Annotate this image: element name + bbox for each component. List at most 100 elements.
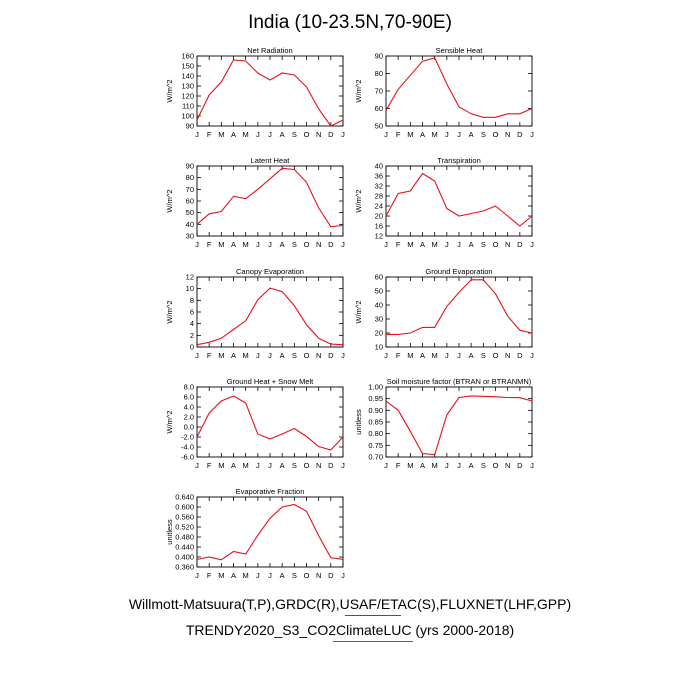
x-tick-label: A <box>231 130 236 139</box>
x-tick-label: A <box>280 130 285 139</box>
series-line <box>385 395 533 456</box>
x-tick-label: J <box>457 240 461 249</box>
y-tick-label: 150 <box>181 62 194 71</box>
x-tick-label: M <box>218 240 224 249</box>
y-tick-label: 0.360 <box>175 563 194 572</box>
x-tick-label: F <box>396 240 401 249</box>
y-tick-label: 6.0 <box>184 393 194 402</box>
x-tick-label: J <box>457 351 461 360</box>
x-tick-label: M <box>432 130 438 139</box>
x-tick-label: N <box>316 571 321 580</box>
x-tick-label: A <box>469 351 474 360</box>
y-axis-label: unitless <box>354 409 363 435</box>
x-tick-label: M <box>407 461 413 470</box>
y-tick-label: 0.0 <box>184 423 194 432</box>
x-tick-label: A <box>231 571 236 580</box>
chart-panel: Ground Heat + Snow Melt -6.0-4.0-2.00.02.… <box>165 377 345 470</box>
x-tick-label: J <box>530 461 534 470</box>
plot-frame <box>196 276 344 348</box>
y-tick-label: 0.440 <box>175 543 194 552</box>
x-tick-label: N <box>316 130 321 139</box>
x-tick-label: M <box>407 240 413 249</box>
figure-title: India (10-23.5N,70-90E) <box>248 12 452 33</box>
x-tick-label: O <box>493 351 499 360</box>
x-tick-label: O <box>304 461 310 470</box>
x-tick-label: J <box>341 461 345 470</box>
panel-title: Canopy Evaporation <box>236 267 304 276</box>
y-tick-label: 60 <box>375 273 383 282</box>
plot-frame <box>196 386 344 458</box>
x-tick-label: O <box>304 351 310 360</box>
x-tick-label: D <box>328 571 334 580</box>
y-axis-label: unitless <box>165 519 174 545</box>
y-tick-label: 60 <box>186 197 194 206</box>
y-tick-label: 0.85 <box>368 418 383 427</box>
x-tick-label: S <box>292 130 297 139</box>
y-tick-label: 2.0 <box>184 413 194 422</box>
y-tick-label: 80 <box>186 173 194 182</box>
x-tick-label: D <box>517 461 523 470</box>
y-tick-label: 0.95 <box>368 394 383 403</box>
y-tick-label: 0.560 <box>175 513 194 522</box>
plot-frame <box>196 496 344 568</box>
y-tick-label: 2 <box>190 331 194 340</box>
x-tick-label: M <box>432 351 438 360</box>
y-tick-label: 130 <box>181 82 194 91</box>
x-tick-label: D <box>517 351 523 360</box>
panel-title: Net Radiation <box>247 46 292 55</box>
x-tick-label: S <box>481 461 486 470</box>
plot-frame <box>196 55 344 127</box>
x-tick-label: A <box>469 461 474 470</box>
x-tick-label: F <box>396 351 401 360</box>
x-tick-label: J <box>457 461 461 470</box>
x-tick-label: J <box>256 130 260 139</box>
x-tick-label: M <box>243 351 249 360</box>
panel-title: Evaporative Fraction <box>236 487 305 496</box>
y-tick-label: 0.70 <box>368 453 383 462</box>
x-tick-label: F <box>396 461 401 470</box>
x-tick-label: A <box>469 130 474 139</box>
x-tick-label: J <box>530 240 534 249</box>
x-tick-label: D <box>328 240 334 249</box>
y-tick-label: -4.0 <box>181 443 194 452</box>
x-tick-label: J <box>445 351 449 360</box>
x-tick-label: M <box>432 240 438 249</box>
y-tick-label: 90 <box>375 52 383 61</box>
footer-underline <box>333 641 413 642</box>
x-tick-label: J <box>530 130 534 139</box>
x-tick-label: D <box>517 240 523 249</box>
y-tick-label: 28 <box>375 192 383 201</box>
y-tick-label: 50 <box>375 287 383 296</box>
x-tick-label: S <box>292 351 297 360</box>
y-tick-label: 24 <box>375 202 383 211</box>
y-axis-label: W/m^2 <box>354 300 363 323</box>
x-tick-label: M <box>218 571 224 580</box>
x-tick-label: F <box>207 351 212 360</box>
plot-frame <box>385 276 533 348</box>
x-tick-label: J <box>384 461 388 470</box>
y-tick-label: 100 <box>181 112 194 121</box>
y-tick-label: -2.0 <box>181 433 194 442</box>
x-tick-label: D <box>328 130 334 139</box>
y-tick-label: 0.75 <box>368 441 383 450</box>
y-tick-label: 4.0 <box>184 403 194 412</box>
x-tick-label: F <box>207 130 212 139</box>
x-tick-label: D <box>328 351 334 360</box>
y-tick-label: 40 <box>375 301 383 310</box>
panel-title: Transpiration <box>437 156 481 165</box>
x-tick-label: S <box>292 240 297 249</box>
x-tick-label: J <box>256 571 260 580</box>
x-tick-label: S <box>292 461 297 470</box>
y-tick-label: 10 <box>186 284 194 293</box>
y-tick-label: 90 <box>186 122 194 131</box>
x-tick-label: J <box>384 240 388 249</box>
y-tick-label: 16 <box>375 222 383 231</box>
x-tick-label: M <box>218 351 224 360</box>
x-tick-label: O <box>304 240 310 249</box>
x-tick-label: A <box>280 571 285 580</box>
